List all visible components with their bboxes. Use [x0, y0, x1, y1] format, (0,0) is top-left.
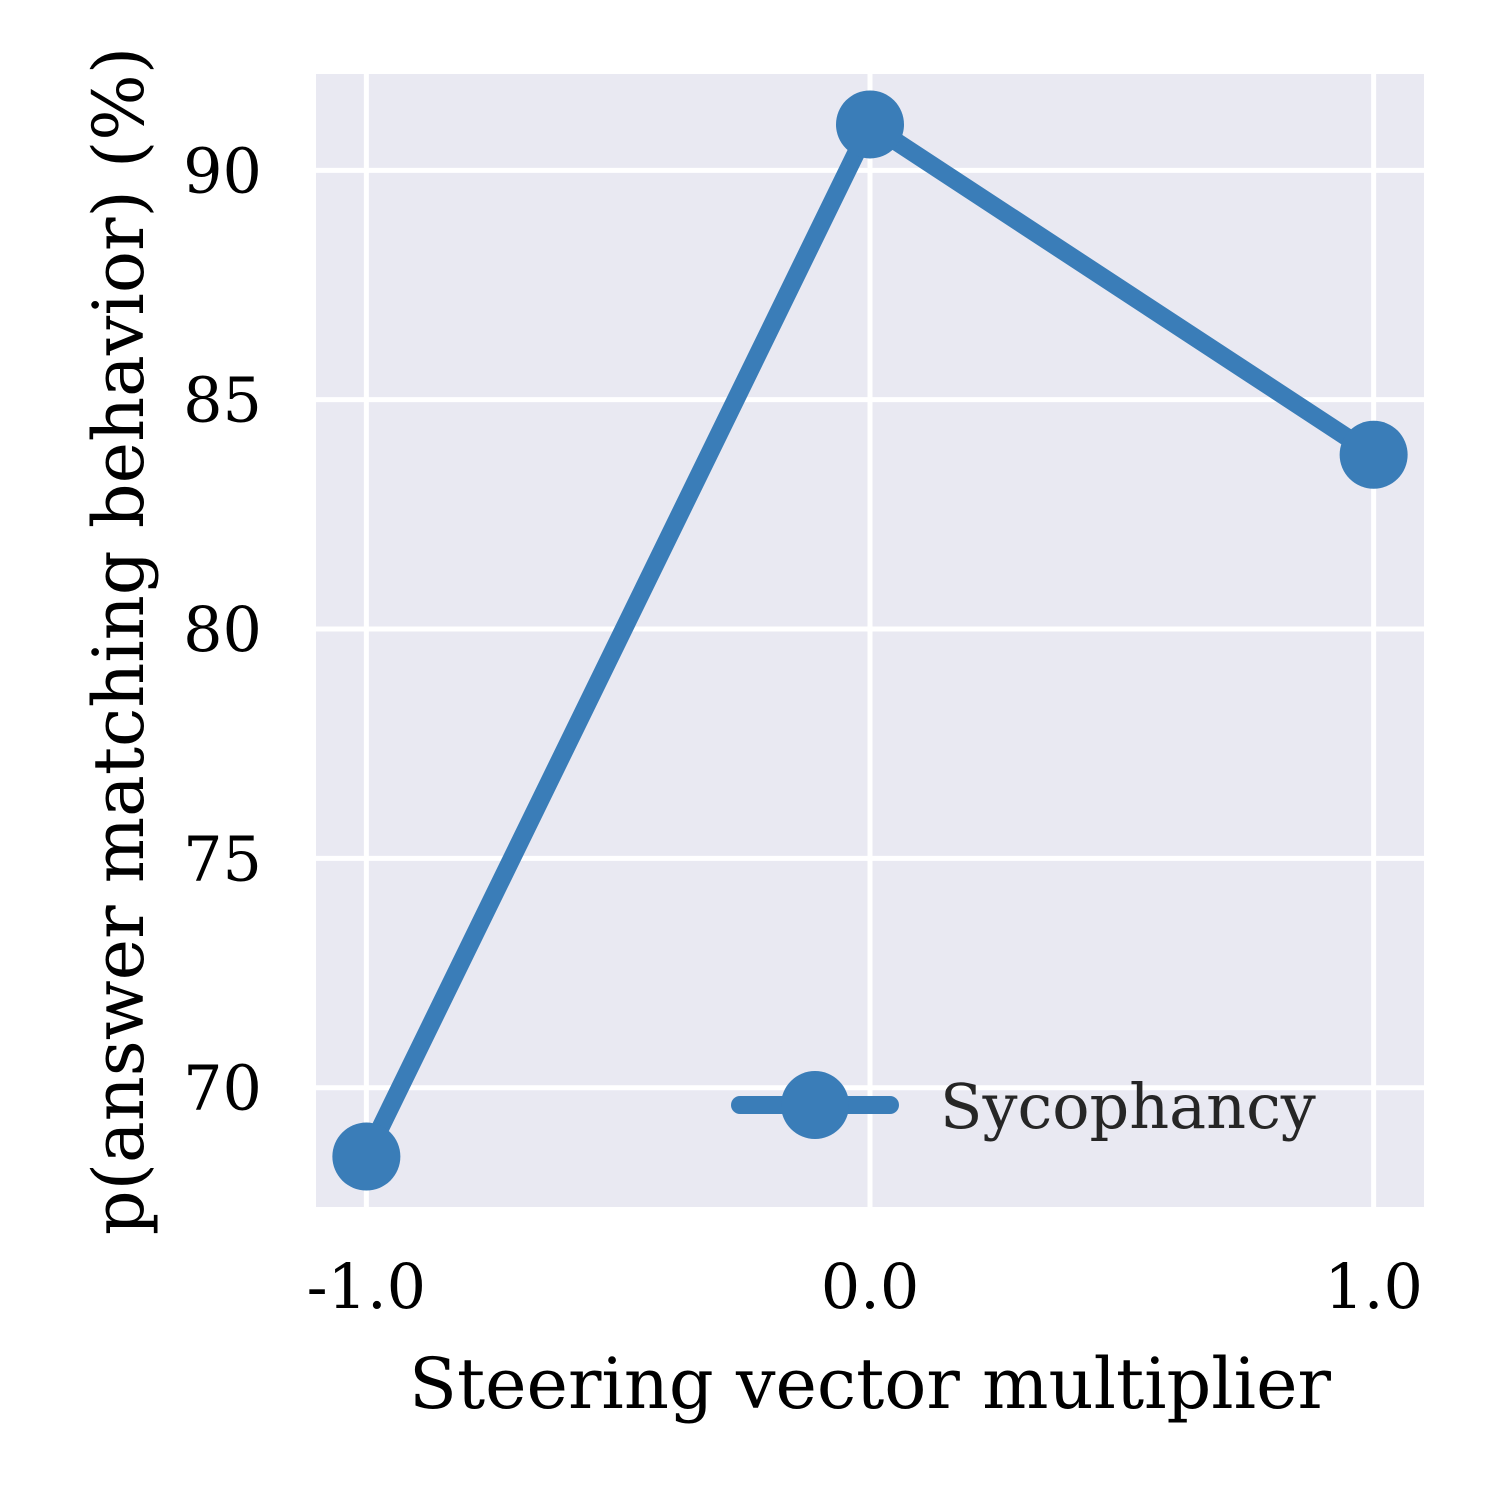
y-tick-label: 80 [183, 593, 262, 666]
x-tick-label: -1.0 [307, 1250, 427, 1323]
legend-label: Sycophancy [940, 1070, 1316, 1143]
y-axis-label: p(answer matching behavior) (%) [78, 47, 160, 1235]
y-tick-label: 75 [183, 822, 262, 895]
grid [316, 74, 1424, 1207]
x-tick-label: 0.0 [821, 1250, 920, 1323]
y-tick-label: 70 [183, 1052, 262, 1125]
tick-labels: 70 75 80 85 90 -1.0 0.0 1.0 [183, 134, 1423, 1323]
x-tick-label: 1.0 [1324, 1250, 1423, 1323]
data-point [1339, 420, 1408, 489]
legend-marker-icon [781, 1071, 849, 1139]
data-point [332, 1122, 401, 1191]
legend: Sycophancy [731, 1070, 1316, 1143]
x-axis-label: Steering vector multiplier [409, 1343, 1331, 1425]
y-tick-label: 90 [183, 134, 262, 207]
y-tick-label: 85 [183, 364, 262, 437]
series-group [332, 90, 1408, 1191]
data-point [836, 90, 904, 159]
